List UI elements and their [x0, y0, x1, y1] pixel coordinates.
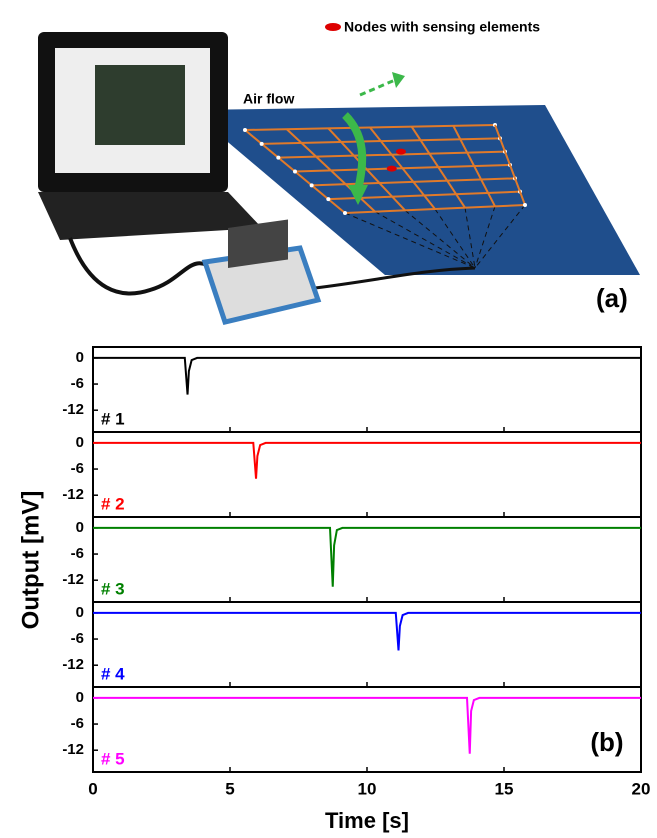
- cable: [68, 237, 217, 296]
- sensing-node: [395, 148, 406, 155]
- node: [293, 169, 297, 174]
- y-axis-label: Output [mV]: [17, 491, 44, 630]
- daq-panel: [228, 219, 288, 268]
- screen-plot: [95, 65, 185, 145]
- series-label: # 3: [101, 579, 125, 598]
- series-label: # 5: [101, 749, 125, 768]
- lead-wire: [344, 212, 476, 269]
- x-tick-label: 5: [225, 779, 234, 798]
- laptop-keyboard: [38, 192, 262, 240]
- line: [93, 696, 641, 754]
- node: [523, 203, 527, 207]
- x-tick-label: 0: [88, 779, 97, 798]
- line: [93, 611, 641, 651]
- airflow-arrow: [359, 78, 396, 97]
- grid-wire: [452, 125, 496, 207]
- line: [93, 441, 641, 479]
- y-tick-label: -12: [62, 741, 84, 758]
- series-label: # 4: [101, 664, 125, 683]
- chart: Output [mV] Time [s] (b) 0 -6 -12 # 1 0 -6 -12…: [17, 346, 651, 833]
- node: [343, 211, 347, 215]
- panel-frame: [92, 516, 642, 603]
- sensor-grid: [243, 123, 527, 269]
- lead-wire: [474, 206, 496, 269]
- y-tick-label: -12: [62, 656, 84, 673]
- grid-wire: [494, 124, 526, 206]
- diagram: Nodes with sensing elements Air flow (a): [38, 19, 640, 325]
- airflow-arrow: [342, 112, 367, 191]
- arrow-head: [392, 72, 405, 88]
- y-tick-label: 0: [76, 349, 84, 366]
- panel-label: (b): [590, 727, 623, 757]
- y-tick-label: -12: [62, 401, 84, 418]
- node: [326, 197, 331, 202]
- y-tick-label: -6: [71, 460, 84, 477]
- series-label: # 2: [101, 494, 125, 513]
- y-tick-label: 0: [76, 689, 84, 706]
- legend-text: Nodes with sensing elements: [344, 19, 540, 35]
- lead-wire: [464, 207, 476, 269]
- panel-frame: [92, 601, 642, 688]
- sheet: [190, 105, 640, 275]
- series-label: # 1: [101, 409, 125, 428]
- y-tick-label: 0: [76, 434, 84, 451]
- node: [276, 155, 281, 160]
- panel-frame: [92, 346, 642, 433]
- node: [243, 128, 247, 132]
- y-tick-label: -6: [71, 715, 84, 732]
- panel-frame: [92, 431, 642, 518]
- cable: [314, 266, 476, 290]
- x-axis-label: Time [s]: [325, 808, 409, 833]
- annotation: Air flow: [243, 91, 294, 107]
- y-tick-label: -12: [62, 486, 84, 503]
- panel-frame: [92, 686, 642, 773]
- lead-wire: [404, 209, 476, 269]
- x-tick-label: 20: [632, 779, 651, 798]
- y-tick-label: 0: [76, 604, 84, 621]
- x-tick-label: 15: [495, 779, 514, 798]
- lead-wire: [474, 204, 526, 269]
- node: [259, 141, 264, 146]
- node: [309, 183, 314, 188]
- y-tick-label: -6: [71, 545, 84, 562]
- line: [93, 356, 641, 395]
- y-tick-label: 0: [76, 519, 84, 536]
- y-tick-label: -6: [71, 630, 84, 647]
- lead-wire: [434, 208, 476, 269]
- line: [93, 526, 641, 587]
- legend-marker: [325, 23, 341, 31]
- arrow-head: [348, 185, 368, 205]
- sensing-node: [386, 165, 397, 172]
- lead-wire: [374, 211, 476, 269]
- grid-wire: [344, 204, 526, 214]
- x-tick-label: 10: [358, 779, 377, 798]
- y-tick-label: -6: [71, 375, 84, 392]
- y-tick-label: -12: [62, 571, 84, 588]
- panel-label: (a): [596, 283, 628, 313]
